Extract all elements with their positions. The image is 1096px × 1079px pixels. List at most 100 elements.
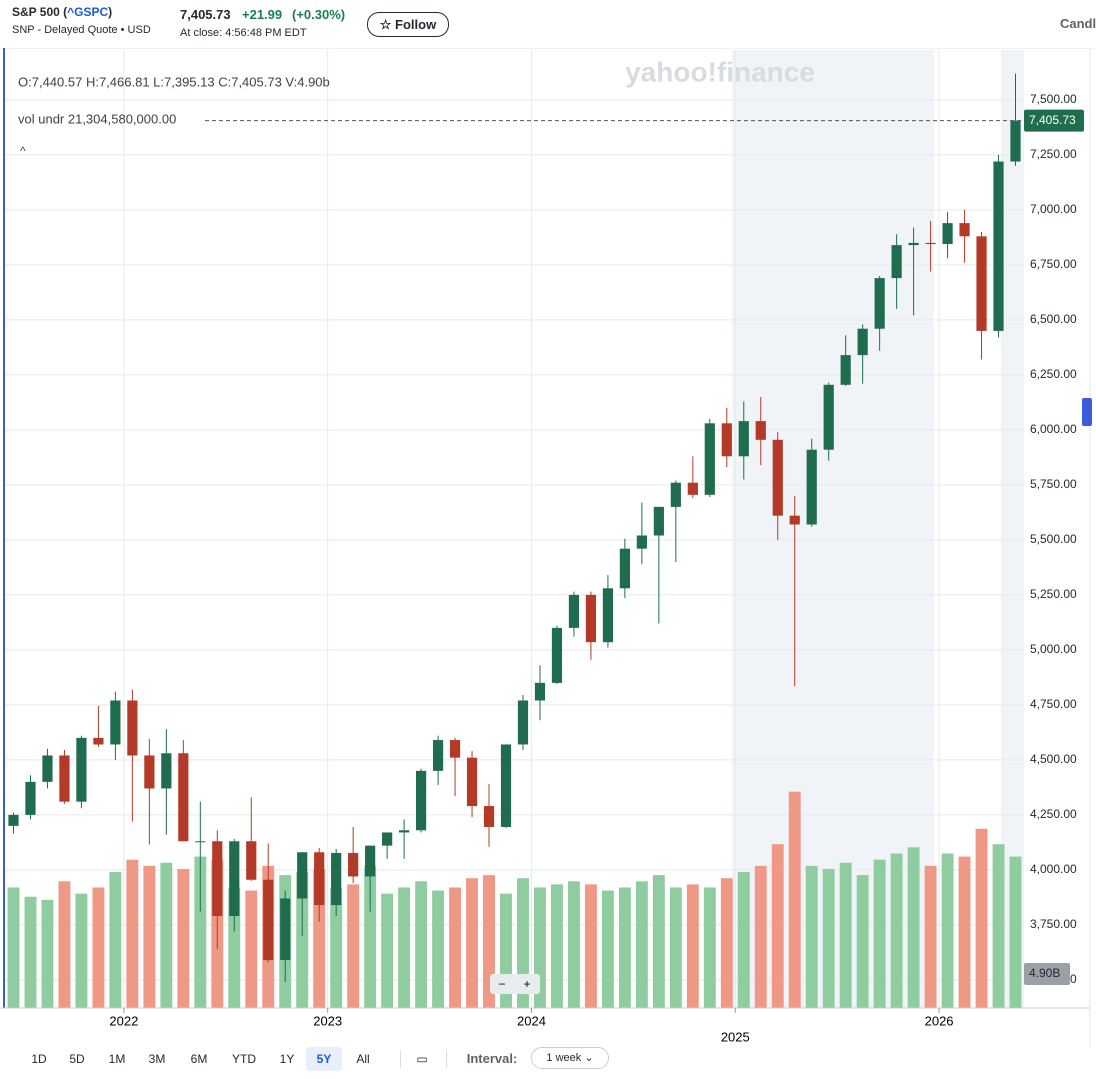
ticker-link[interactable]: ^GSPC: [67, 5, 109, 19]
range-button[interactable]: YTD: [232, 1052, 256, 1066]
range-button[interactable]: All: [356, 1052, 370, 1066]
candle-body: [874, 278, 885, 329]
y-tick-label: 5,500.00: [1030, 532, 1077, 546]
range-button[interactable]: 3M: [148, 1052, 166, 1066]
range-button[interactable]: 1D: [31, 1052, 47, 1066]
volume-bar: [126, 859, 139, 1008]
volume-bar: [398, 887, 411, 1008]
volume-bar: [958, 856, 971, 1008]
candle-body: [789, 515, 800, 525]
collapse-icon[interactable]: ^: [20, 144, 26, 158]
y-tick-label: 4,000.00: [1030, 862, 1077, 876]
candle-body: [755, 421, 766, 440]
ohlc-readout: O:7,440.57 H:7,466.81 L:7,395.13 C:7,405…: [18, 74, 330, 89]
follow-button[interactable]: ☆ Follow: [367, 12, 449, 37]
candle-body: [59, 755, 70, 802]
volume-bar: [1009, 856, 1022, 1008]
volume-bar: [669, 887, 682, 1008]
candle-body: [483, 806, 495, 827]
panel-toggle[interactable]: [1082, 398, 1092, 426]
y-tick-label: 5,250.00: [1030, 587, 1077, 601]
volume-bar: [58, 881, 71, 1008]
candle-body: [8, 814, 19, 826]
volume-bar: [296, 872, 309, 1008]
volume-bar: [907, 847, 920, 1008]
volume-bar: [347, 884, 360, 1008]
change: +21.99: [242, 7, 283, 22]
candle-body: [297, 852, 308, 899]
range-button[interactable]: 1Y: [279, 1052, 295, 1066]
candle-body: [212, 841, 223, 917]
chart-type-menu[interactable]: Candl: [1060, 16, 1096, 31]
x-tick-label: 2026: [925, 1013, 954, 1028]
candle-body: [517, 700, 529, 745]
separator: [446, 1050, 447, 1068]
volume-bar: [449, 887, 462, 1008]
volume-bar: [822, 868, 835, 1008]
follow-label: Follow: [395, 17, 437, 32]
volume-bar: [551, 884, 563, 1008]
range-button[interactable]: 1M: [108, 1052, 126, 1066]
candle-body: [246, 841, 257, 880]
candle-body: [704, 423, 715, 495]
interval-select[interactable]: 1 week ⌄: [531, 1047, 609, 1069]
y-tick-label: 4,250.00: [1030, 807, 1077, 821]
volume-bar: [160, 862, 173, 1008]
volume-bar: [567, 881, 580, 1008]
volume-bar: [143, 865, 156, 1008]
watermark: yahoo!finance: [625, 56, 815, 87]
x-tick-label: 2024: [517, 1013, 546, 1028]
volume-bar: [177, 868, 190, 1008]
volume-bar: [737, 872, 750, 1008]
range-button[interactable]: 5D: [69, 1052, 85, 1066]
candle-body: [382, 832, 393, 846]
range-button[interactable]: 5Y: [306, 1047, 342, 1071]
volume-bar: [381, 893, 394, 1008]
candle-body: [25, 781, 36, 815]
volume-bar: [432, 890, 445, 1008]
candle-body: [721, 423, 732, 457]
volume-bar: [720, 878, 733, 1008]
volume-bar: [941, 853, 954, 1008]
x-tick-label: 2025: [721, 1029, 750, 1044]
range-button[interactable]: 6M: [190, 1052, 208, 1066]
candle-body: [229, 841, 240, 917]
y-tick-label: 4,750.00: [1030, 697, 1077, 711]
highlight-band: [732, 50, 934, 1008]
candle-body: [1010, 120, 1021, 162]
zoom-in[interactable]: +: [523, 977, 530, 991]
indicator-label: vol undr 21,304,580,000.00: [18, 111, 176, 126]
volume-bar: [652, 875, 665, 1008]
candle-body: [449, 740, 461, 758]
title: S&P 500 (^GSPC): [12, 5, 112, 19]
interval-label: Interval:: [466, 1051, 518, 1066]
candle-body: [959, 223, 970, 237]
volume-bar: [890, 853, 903, 1008]
candle-body: [653, 506, 664, 536]
volume-bar: [618, 887, 631, 1008]
zoom-out[interactable]: −: [498, 977, 505, 991]
candle-body: [670, 482, 681, 507]
candle-body: [806, 449, 817, 525]
volume-bar: [24, 896, 37, 1008]
y-tick-label: 6,250.00: [1030, 367, 1077, 381]
candle-body: [908, 242, 919, 246]
y-tick-label: 3,750.00: [1030, 917, 1077, 931]
zoom-control[interactable]: [490, 974, 540, 994]
y-tick-label: 6,000.00: [1030, 422, 1077, 436]
candle-body: [551, 627, 563, 683]
candle-body: [857, 328, 868, 356]
candle-body: [840, 355, 851, 385]
candle-body: [76, 737, 87, 802]
last-price-label: 7,405.73: [1029, 113, 1076, 127]
calendar-button[interactable]: ▭: [416, 1052, 428, 1066]
candle-body: [772, 439, 783, 516]
candle-body: [619, 548, 630, 589]
candle-body: [195, 841, 206, 843]
candle-body: [432, 740, 444, 771]
candle-body: [823, 384, 834, 450]
y-tick-label: 6,750.00: [1030, 257, 1077, 271]
candle-body: [263, 879, 274, 961]
candle-body: [738, 421, 749, 457]
separator: [400, 1050, 401, 1068]
